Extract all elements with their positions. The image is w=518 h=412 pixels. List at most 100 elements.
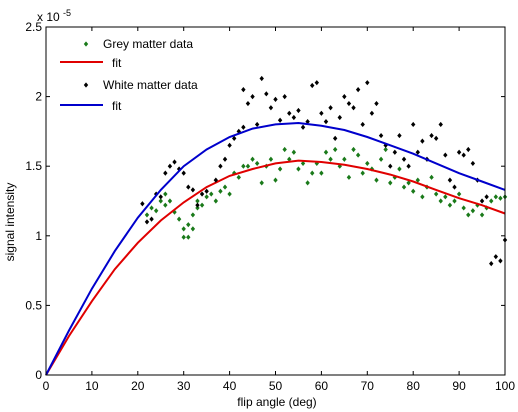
data-point (222, 156, 228, 162)
legend-marker-swatch (83, 41, 89, 47)
data-point (346, 174, 352, 180)
legend-entry: White matter data (83, 78, 198, 92)
data-point (218, 163, 223, 169)
legend-entry: fit (60, 56, 122, 70)
data-point (241, 87, 246, 93)
y-tick-label: 1 (35, 229, 42, 243)
data-point (291, 114, 297, 121)
data-point (300, 124, 306, 130)
data-point (186, 234, 191, 240)
x-tick-label: 80 (407, 379, 421, 393)
data-point (420, 138, 425, 144)
data-point (140, 201, 145, 207)
data-point (429, 174, 434, 180)
data-point (498, 258, 503, 264)
data-point (456, 149, 462, 155)
data-point (415, 177, 420, 183)
y-tick-label: 1.5 (25, 159, 42, 173)
data-point (172, 159, 177, 165)
data-point (241, 163, 246, 169)
data-point (305, 180, 310, 186)
data-point (433, 135, 439, 141)
data-point (493, 254, 499, 260)
data-point (493, 194, 499, 200)
data-point (337, 114, 342, 121)
data-point (254, 160, 260, 167)
data-point (181, 226, 186, 232)
data-point (300, 160, 306, 167)
data-point (351, 105, 356, 111)
data-point (484, 194, 489, 200)
series-2 (140, 75, 508, 267)
legend-label: Grey matter data (103, 37, 193, 51)
data-point (355, 87, 361, 93)
data-point (287, 156, 292, 162)
data-point (406, 180, 411, 186)
data-point (176, 216, 182, 222)
data-point (158, 194, 163, 200)
data-point (388, 180, 393, 186)
data-point (328, 156, 333, 162)
plot-area (46, 27, 505, 375)
data-point (447, 177, 453, 183)
data-point (199, 202, 205, 208)
data-point (438, 198, 443, 204)
legend-label: fit (112, 56, 122, 70)
x-tick-label: 0 (43, 379, 50, 393)
data-point (452, 198, 457, 204)
x-tick-label: 20 (131, 379, 145, 393)
x-tick-label: 100 (495, 379, 515, 393)
x-tick-label: 60 (315, 379, 329, 393)
data-point (190, 226, 196, 232)
data-point (163, 202, 168, 208)
data-point (360, 121, 365, 128)
data-point (443, 194, 448, 200)
series-1 (45, 159, 506, 376)
y-tick-label: 2.5 (25, 20, 42, 34)
data-point (277, 117, 283, 123)
data-point (287, 110, 292, 116)
data-point (489, 261, 494, 267)
data-point (378, 132, 384, 139)
data-point (264, 91, 269, 97)
series-3 (45, 121, 506, 376)
data-point (144, 212, 150, 218)
data-point (268, 105, 274, 111)
data-point (342, 156, 347, 162)
data-point (406, 163, 411, 169)
data-point (388, 163, 393, 169)
fit-line (45, 159, 506, 376)
data-point (323, 119, 329, 125)
x-tick-label: 90 (452, 379, 466, 393)
data-point (144, 219, 150, 225)
data-point (314, 80, 320, 86)
data-point (411, 188, 416, 194)
data-point (342, 94, 347, 100)
data-point (167, 163, 173, 169)
legend-label: White matter data (103, 78, 198, 92)
data-point (397, 132, 402, 139)
data-point (195, 205, 200, 211)
data-point (374, 177, 379, 183)
data-point (319, 110, 324, 116)
axes-layer: 0 10 20 30 40 50 60 70 80 90 100 0 0.5 1 1.5 2 2.5 (25, 20, 515, 393)
y-tick-label: 0 (35, 368, 42, 382)
axis-exponent-base: x 10 (37, 10, 60, 24)
data-point (369, 110, 375, 116)
data-point (310, 170, 315, 176)
axis-exponent-power: -5 (63, 8, 71, 18)
data-point (186, 222, 191, 228)
data-point (392, 149, 398, 155)
legend-marker-swatch (83, 82, 89, 88)
data-point (374, 100, 379, 107)
data-point (319, 170, 324, 176)
x-tick-label: 30 (177, 379, 191, 393)
fit-line (45, 121, 506, 376)
data-point (231, 170, 237, 176)
data-point (204, 194, 209, 200)
data-point (466, 212, 471, 218)
y-tick-label: 0.5 (25, 298, 42, 312)
data-point (153, 208, 159, 214)
data-point (158, 198, 163, 204)
data-point (346, 100, 352, 107)
